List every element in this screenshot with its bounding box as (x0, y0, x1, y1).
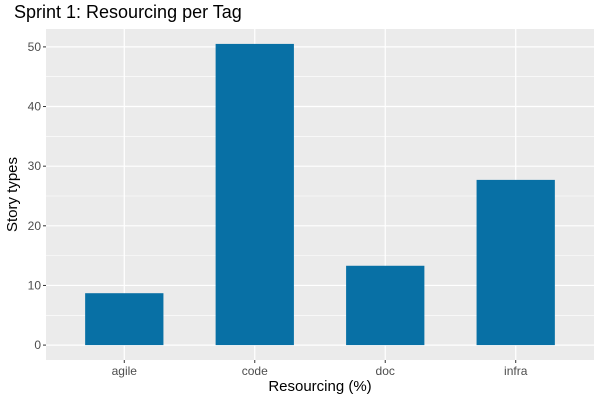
y-axis-title: Story types (4, 157, 21, 232)
chart-title: Sprint 1: Resourcing per Tag (14, 2, 242, 22)
y-tick-label: 50 (28, 40, 42, 54)
bar-agile (85, 293, 164, 346)
bar-infra (476, 179, 555, 346)
x-tick-label: doc (376, 364, 395, 378)
x-axis-ticks: agile code doc infra (112, 360, 528, 378)
y-axis-ticks: 0 10 20 30 40 50 (28, 40, 46, 352)
y-tick-label: 0 (34, 338, 41, 352)
x-tick-label: infra (504, 364, 528, 378)
x-axis-title: Resourcing (%) (268, 378, 371, 395)
y-tick-label: 30 (28, 159, 42, 173)
x-tick-label: agile (112, 364, 138, 378)
bar-code (215, 43, 294, 346)
bars (85, 43, 555, 346)
x-tick-label: code (242, 364, 268, 378)
y-tick-label: 20 (28, 219, 42, 233)
y-tick-label: 40 (28, 100, 42, 114)
y-tick-label: 10 (28, 278, 42, 292)
bar-doc (346, 265, 425, 346)
